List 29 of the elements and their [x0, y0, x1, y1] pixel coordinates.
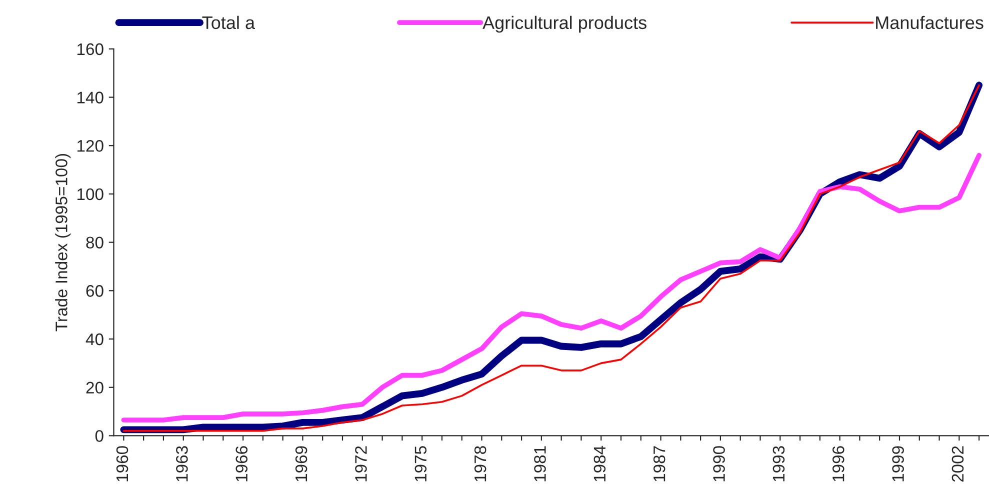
x-tick-label: 1975	[414, 446, 427, 482]
y-tick-label: 40	[86, 333, 104, 346]
x-tick-label: 1984	[594, 446, 606, 482]
x-tick-label: 1987	[653, 446, 666, 482]
y-axis-title: Trade Index (1995=100)	[55, 154, 71, 332]
y-tick-label: 100	[77, 188, 104, 200]
y-tick-label: 120	[77, 140, 104, 152]
x-tick-label: 1978	[474, 446, 486, 482]
y-tick-label: 160	[77, 43, 104, 56]
y-tick-label: 20	[86, 382, 104, 394]
x-tick-label: 1972	[355, 446, 367, 482]
y-tick-label: 60	[86, 285, 104, 297]
x-tick-label: 1963	[176, 446, 188, 482]
x-tick-label: 1981	[534, 446, 546, 482]
legend-label: Manufactures	[876, 16, 984, 30]
x-tick-label: 1960	[116, 446, 128, 482]
x-tick-label: 1993	[772, 446, 785, 482]
y-tick-label: 80	[86, 236, 104, 249]
line-series	[121, 152, 982, 422]
x-tick-label: 1999	[892, 446, 904, 482]
legend-label: Total a	[202, 16, 256, 30]
y-tick-label: 0	[95, 430, 104, 442]
x-tick-label: 1969	[295, 446, 308, 482]
legend-label: Agricultural products	[482, 16, 646, 33]
y-tick-label: 140	[77, 92, 104, 104]
x-tick-label: 1996	[832, 446, 844, 482]
x-tick-label: 2002	[952, 446, 964, 482]
x-tick-label: 1990	[713, 446, 725, 482]
x-tick-label: 1966	[236, 446, 248, 482]
